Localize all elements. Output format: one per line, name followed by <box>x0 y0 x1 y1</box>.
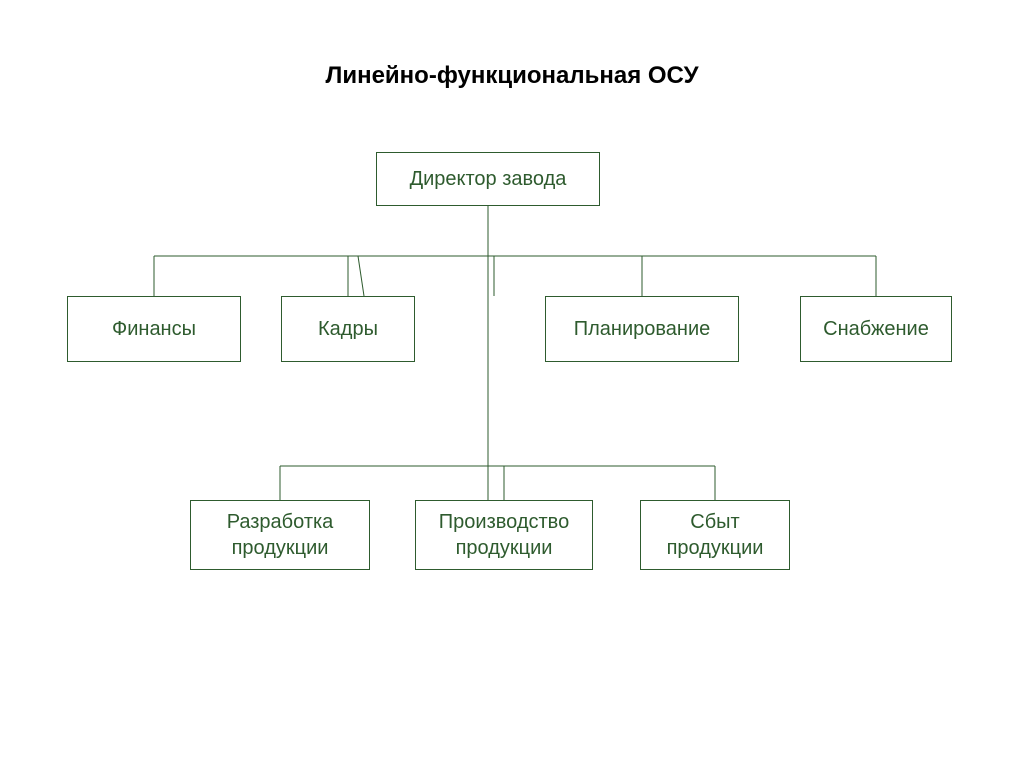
node-supply: Снабжение <box>800 296 952 362</box>
node-sales: Сбыт продукции <box>640 500 790 570</box>
node-hr: Кадры <box>281 296 415 362</box>
node-planning: Планирование <box>545 296 739 362</box>
connector-lines <box>0 0 1024 767</box>
node-prod: Производство продукции <box>415 500 593 570</box>
node-dev: Разработка продукции <box>190 500 370 570</box>
node-director: Директор завода <box>376 152 600 206</box>
diagram-title: Линейно-функциональная ОСУ <box>0 62 1024 90</box>
node-finance: Финансы <box>67 296 241 362</box>
